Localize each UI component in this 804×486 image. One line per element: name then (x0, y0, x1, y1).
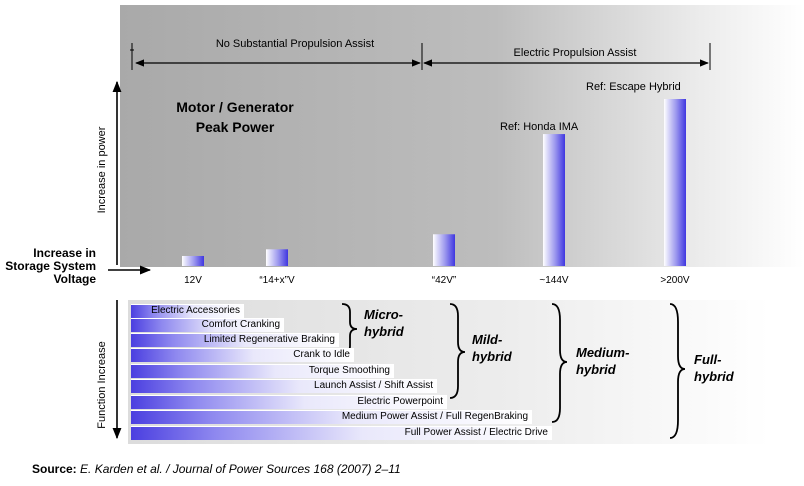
function-label: Comfort Cranking (201, 319, 280, 330)
brace-medium-hybrid (551, 303, 568, 423)
category-label-line: Full- (694, 352, 722, 367)
category-label-line: Medium- (576, 345, 630, 360)
x-tick-label: 12V (184, 275, 202, 286)
function-label: Medium Power Assist / Full RegenBraking (341, 411, 528, 422)
x-tick-label: >200V (660, 275, 690, 286)
function-bar (131, 410, 532, 424)
category-label-mild-hybrid: Mild- hybrid (472, 331, 512, 365)
category-label-line: hybrid (694, 369, 734, 384)
function-bar (131, 379, 437, 393)
power-chart-panel (120, 5, 804, 267)
function-label: Electric Accessories (151, 305, 240, 316)
source-key: Source: (32, 462, 77, 476)
source-text: E. Karden et al. / Journal of Power Sour… (80, 462, 401, 476)
function-label: Full Power Assist / Electric Drive (404, 427, 548, 438)
function-label: Electric Powerpoint (357, 396, 443, 407)
category-label-line: hybrid (364, 324, 404, 339)
function-bar (131, 304, 244, 318)
function-axis-label: Function Increase (96, 341, 108, 429)
x-axis-label: Increase in Storage System Voltage (5, 246, 96, 286)
region-label-no-assist: No Substantial Propulsion Assist (215, 38, 375, 50)
function-bar (131, 395, 447, 409)
category-label-line: Mild- (472, 332, 503, 347)
category-label-micro-hybrid: Micro- hybrid (364, 306, 404, 340)
bar-label-escape-hybrid: Ref: Escape Hybrid (586, 81, 681, 93)
category-label-full-hybrid: Full- hybrid (694, 351, 734, 385)
function-bar (131, 426, 552, 440)
function-bar (131, 364, 394, 378)
bar-label-honda-ima: Ref: Honda IMA (500, 121, 579, 133)
category-label-line: hybrid (576, 362, 616, 377)
function-label: Crank to Idle (293, 349, 350, 360)
category-label-line: Micro- (364, 307, 403, 322)
bar-42v (433, 234, 455, 266)
brace-mild-hybrid (449, 303, 466, 399)
bar-200v (664, 99, 686, 266)
function-bar (131, 333, 339, 347)
bar-12v (182, 255, 204, 266)
brace-micro-hybrid (341, 303, 358, 354)
function-bar (131, 348, 354, 362)
chart-title: Motor / Generator Peak Power (176, 99, 294, 135)
category-label-line: hybrid (472, 349, 512, 364)
function-label: Limited Regenerative Braking (203, 334, 335, 345)
x-tick-label: “14+x”V (259, 275, 295, 286)
category-label-medium-hybrid: Medium- hybrid (576, 344, 629, 378)
bar-14xv (266, 249, 288, 266)
function-label: Launch Assist / Shift Assist (314, 380, 433, 391)
y-axis-label: Increase in power (96, 126, 108, 214)
bar-144v (543, 134, 565, 266)
source-citation: Source: E. Karden et al. / Journal of Po… (32, 462, 401, 476)
bar-group (182, 99, 686, 266)
region-label-propulsion-assist: Electric Propulsion Assist (513, 47, 637, 59)
function-label: Torque Smoothing (308, 365, 390, 376)
function-bar (131, 318, 284, 332)
x-tick-label: ~144V (539, 275, 569, 286)
brace-full-hybrid (669, 303, 686, 439)
x-tick-label: “42V” (431, 275, 457, 286)
